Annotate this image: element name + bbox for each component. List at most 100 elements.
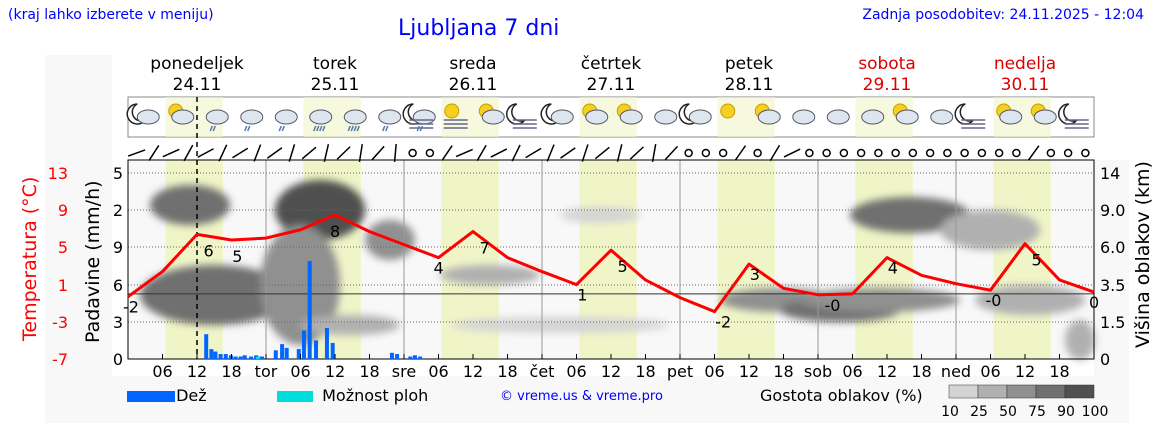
credit-link[interactable]: © vreme.us & vreme.pro [500, 389, 663, 404]
calm-wind-icon [908, 148, 918, 158]
cloud-icon [930, 109, 954, 125]
rain-swatch [127, 391, 175, 402]
day-date: 28.11 [725, 75, 774, 95]
calm-wind-icon [994, 148, 1004, 158]
precipitation-tick: 5 [113, 164, 123, 183]
day-date: 26.11 [449, 75, 498, 95]
cloud-shape [412, 109, 436, 125]
day-name: torek [313, 54, 357, 74]
sun-cloud-icon [754, 103, 781, 125]
cloud-shape [861, 109, 885, 125]
cloud-density-label: Gostota oblakov (%) [760, 386, 923, 405]
day-name: petek [725, 54, 773, 74]
cloud-blob [450, 317, 670, 333]
density-swatch [1006, 384, 1037, 399]
rain-bar [249, 356, 254, 359]
left-panel-2 [80, 55, 112, 423]
cloud-height-axis-label: Višina oblakov (km) [1132, 161, 1152, 348]
day-date: 25.11 [311, 75, 360, 95]
left-panel [45, 55, 80, 423]
density-level: 90 [1057, 404, 1075, 420]
temperature-label: 6 [204, 241, 214, 260]
rain-drop [244, 125, 248, 132]
temperature-tick: 1 [58, 276, 68, 295]
precipitation-tick: 9 [113, 238, 123, 257]
sun-icon [720, 103, 736, 119]
rain-drop [353, 125, 357, 132]
cloud-shape [481, 109, 505, 125]
calm-wind-icon [1046, 148, 1056, 158]
day-name: ponedeljek [150, 54, 244, 74]
wind-barb-icon [734, 145, 747, 161]
temperature-label: -0 [986, 291, 1002, 310]
sun-cloud-icon [582, 103, 609, 125]
wind-barb-icon [358, 143, 364, 163]
cloud-icon [654, 109, 678, 125]
calm-wind-icon [408, 148, 417, 158]
density-swatch [948, 384, 979, 399]
temperature-label: 4 [434, 259, 444, 278]
cloud-shape [1033, 109, 1057, 125]
density-level: 75 [1028, 404, 1046, 420]
wind-barb-icon [594, 146, 610, 160]
cloud-shape [688, 109, 712, 125]
x-tick-label: 18 [911, 362, 931, 381]
cloud-shape [930, 109, 954, 125]
x-tick-label: pet [667, 362, 693, 381]
x-tick-label: 12 [877, 362, 897, 381]
rain-bar [412, 355, 417, 359]
cloud-light-rain-icon [274, 109, 298, 132]
cloud-height-tick: 14 [1100, 164, 1120, 183]
cloud-height-tick: 1.5 [1100, 313, 1125, 332]
wind-barb-icon [371, 145, 385, 161]
location-hint[interactable]: (kraj lahko izberete v meniju) [8, 7, 214, 23]
temperature-label: 5 [232, 247, 242, 266]
density-level: 50 [999, 404, 1017, 420]
cloud-light-rain-icon [240, 109, 264, 132]
rain-drop [313, 125, 317, 132]
calm-wind-icon [977, 148, 987, 158]
cloud-shape [757, 109, 781, 125]
calm-wind-icon [1012, 148, 1021, 158]
wind-barb-icon [266, 147, 283, 159]
rain-drop [212, 125, 216, 132]
moon-shape [506, 103, 526, 125]
wind-barb-icon [393, 143, 397, 163]
night-cloud-icon [540, 103, 574, 125]
wind-barb-icon [455, 148, 473, 158]
rain-bar [330, 342, 335, 359]
x-tick-label: 06 [290, 362, 310, 381]
rain-bar [296, 349, 301, 359]
rain-bar [395, 354, 400, 359]
x-tick-label: 12 [187, 362, 207, 381]
wind-barb-icon [288, 144, 296, 162]
cloud-rain-icon [343, 109, 367, 132]
precipitation-tick: 0 [113, 350, 123, 369]
day-date: 24.11 [173, 75, 222, 95]
rain-drop [350, 125, 354, 132]
sun-cloud-icon [616, 103, 643, 125]
wind-barb-icon [560, 147, 576, 159]
night-fog-icon [506, 103, 537, 129]
wind-barb-icon [253, 144, 262, 162]
temperature-label: 3 [750, 265, 760, 284]
cloud-height-tick: 3.5 [1100, 276, 1125, 295]
rain-bar [314, 340, 319, 359]
x-tick-label: 06 [152, 362, 172, 381]
temperature-label: 7 [480, 239, 490, 258]
temperature-label: 8 [330, 222, 340, 241]
calm-wind-icon [684, 148, 693, 158]
x-tick-label: 18 [221, 362, 241, 381]
cloud-shape [343, 109, 367, 125]
cloud-rain-icon [309, 109, 333, 132]
density-level: 10 [941, 404, 959, 420]
cloud-blob [560, 207, 640, 223]
cloud-shape [309, 109, 333, 125]
wind-barb-icon [441, 145, 453, 161]
rain-drop [385, 125, 389, 132]
wind-barb-icon [651, 144, 657, 162]
x-tick-label: 12 [1015, 362, 1035, 381]
sun-cloud-icon [1030, 103, 1057, 125]
rain-bar [238, 356, 243, 359]
